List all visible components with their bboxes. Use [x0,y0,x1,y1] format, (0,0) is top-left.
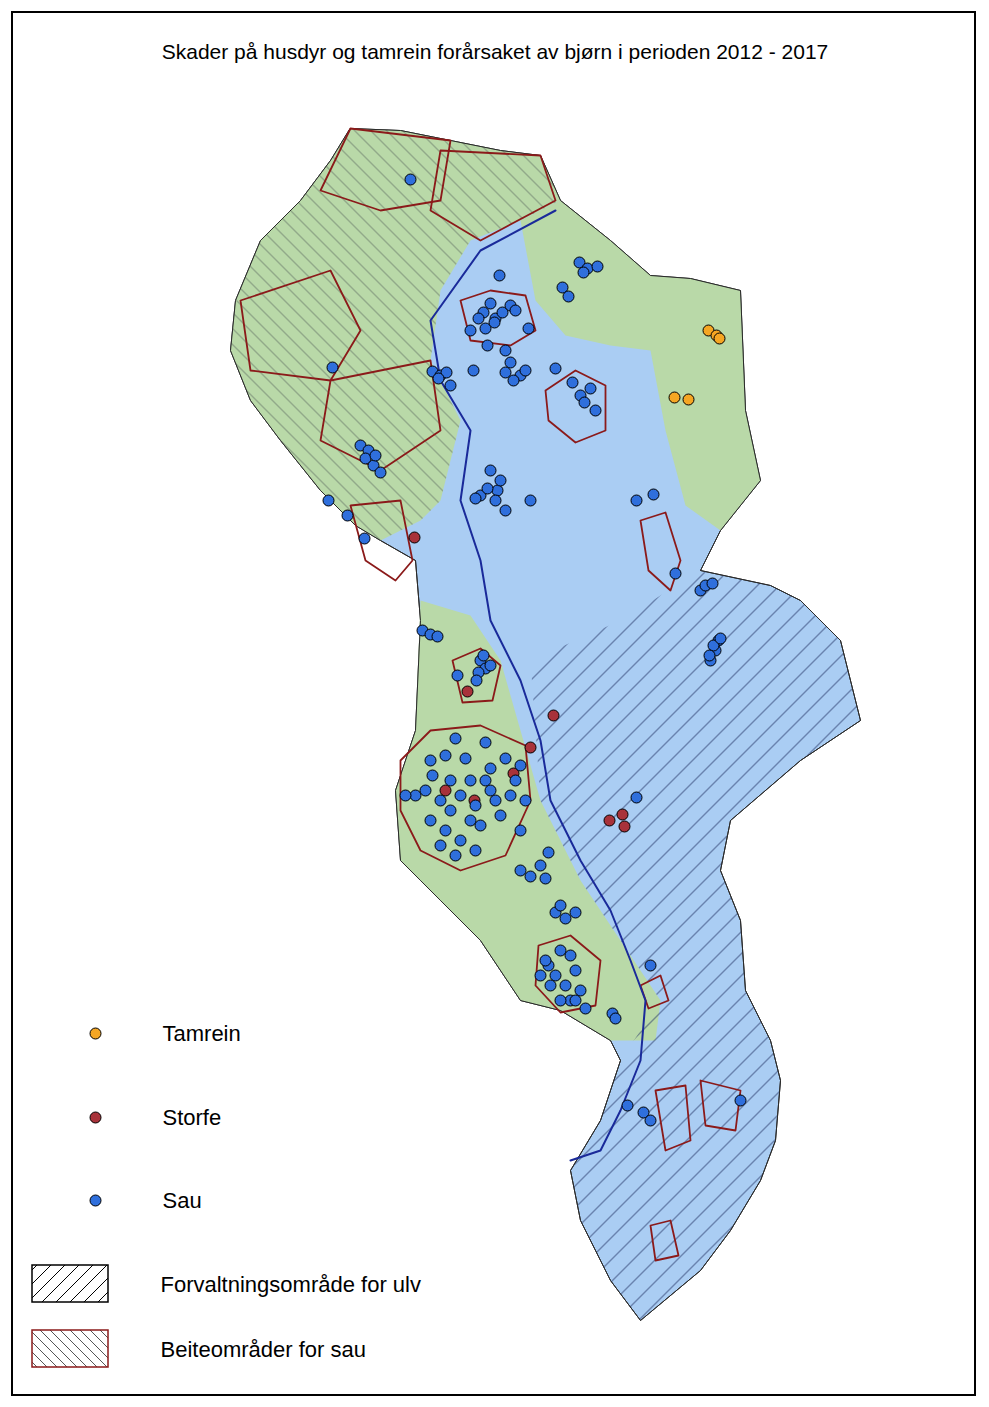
svg-text:Tamrein: Tamrein [163,1021,241,1046]
svg-text:Beiteområder for sau: Beiteområder for sau [161,1337,366,1362]
svg-text:Sau: Sau [163,1188,202,1213]
svg-text:Storfe: Storfe [163,1105,222,1130]
svg-text:Forvaltningsområde for ulv: Forvaltningsområde for ulv [161,1272,421,1297]
svg-text:Skader på husdyr og tamrein fo: Skader på husdyr og tamrein forårsaket a… [162,40,829,63]
